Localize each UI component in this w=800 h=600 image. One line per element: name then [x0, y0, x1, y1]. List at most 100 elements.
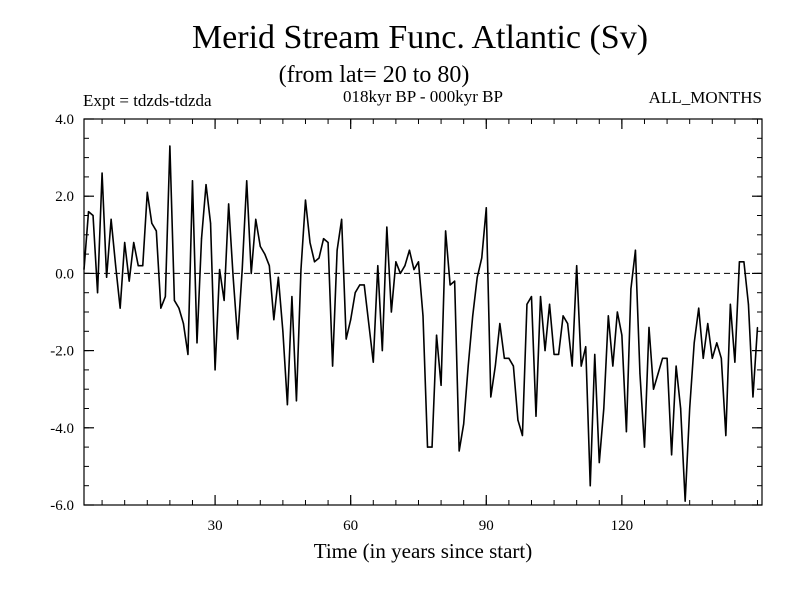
data-point — [643, 446, 646, 448]
x-axis-label: Time (in years since start) — [314, 539, 533, 563]
data-point — [648, 326, 650, 329]
data-point — [630, 288, 632, 290]
data-point — [720, 357, 722, 359]
data-point — [422, 315, 424, 317]
data-point — [250, 272, 252, 274]
data-point — [413, 268, 415, 271]
data-point — [246, 180, 248, 182]
data-point — [558, 353, 560, 356]
data-point — [390, 311, 392, 313]
data-point — [96, 292, 99, 294]
data-point — [300, 268, 302, 271]
data-point — [381, 350, 383, 352]
y-tick-label: -6.0 — [50, 498, 74, 514]
data-point — [449, 284, 451, 286]
data-point — [589, 485, 591, 487]
data-point — [454, 280, 456, 282]
data-point — [228, 203, 230, 205]
chart-title: Merid Stream Func. Atlantic (Sv) — [192, 19, 648, 56]
data-point — [612, 365, 614, 367]
data-point — [237, 338, 239, 340]
data-point — [119, 307, 121, 309]
series-group — [83, 145, 759, 502]
data-point — [571, 365, 573, 367]
data-point — [508, 357, 510, 359]
x-tick-label: 120 — [611, 518, 634, 534]
data-point — [345, 338, 347, 340]
data-point — [363, 284, 365, 286]
data-point — [160, 307, 162, 309]
data-point — [341, 218, 343, 220]
data-point — [232, 276, 234, 278]
data-point — [743, 261, 745, 263]
data-point — [725, 434, 727, 437]
data-point — [639, 373, 641, 375]
data-point — [354, 292, 356, 294]
y-tick-label: 0.0 — [55, 266, 74, 282]
x-tick-label: 30 — [208, 518, 223, 534]
data-point — [404, 265, 406, 267]
data-point — [332, 365, 334, 367]
x-axis: 30 60 90 120 — [208, 119, 634, 534]
data-point — [707, 322, 709, 325]
data-point — [738, 261, 741, 263]
data-point — [431, 446, 433, 448]
data-point — [652, 388, 655, 390]
data-point — [196, 342, 198, 344]
data-point — [408, 249, 411, 251]
data-point — [205, 184, 207, 186]
data-point — [467, 365, 469, 367]
data-point — [264, 253, 266, 255]
series-line-0 — [83, 145, 759, 502]
data-point — [562, 315, 564, 317]
data-point — [282, 330, 284, 332]
y-tick-label: 4.0 — [55, 112, 74, 128]
data-point — [494, 365, 496, 367]
data-point — [200, 238, 203, 240]
data-point — [164, 295, 166, 298]
data-point — [463, 423, 465, 425]
data-point — [756, 326, 759, 329]
data-point — [576, 265, 578, 267]
data-point — [503, 357, 505, 359]
data-point — [259, 245, 261, 247]
data-point — [106, 276, 108, 278]
data-point — [634, 249, 637, 251]
data-point — [350, 319, 352, 321]
data-point — [689, 407, 691, 410]
data-point — [426, 446, 429, 448]
data-point — [702, 357, 704, 359]
data-point — [395, 261, 397, 263]
data-point — [322, 238, 325, 240]
expt-label: Expt = tdzds-tdzda — [83, 91, 212, 110]
data-point — [752, 396, 754, 398]
x-tick-label: 90 — [479, 518, 494, 534]
data-point — [377, 265, 379, 267]
data-point — [490, 396, 492, 398]
data-point — [191, 180, 194, 182]
data-point — [295, 400, 298, 402]
data-point — [83, 268, 85, 271]
data-point — [386, 226, 388, 228]
data-point — [110, 218, 112, 220]
data-point — [440, 384, 442, 386]
data-point — [304, 199, 307, 201]
data-point — [698, 307, 700, 309]
data-point — [684, 500, 686, 502]
data-point — [142, 265, 144, 267]
data-point — [115, 265, 117, 267]
data-point — [277, 276, 279, 278]
data-point — [521, 434, 524, 437]
data-point — [128, 280, 130, 282]
data-point — [87, 211, 90, 213]
data-point — [241, 268, 243, 271]
data-point — [598, 461, 600, 464]
data-point — [621, 334, 623, 336]
data-point — [146, 191, 148, 193]
data-point — [169, 145, 171, 147]
months-label: ALL_MONTHS — [649, 88, 762, 107]
data-point — [219, 268, 221, 271]
y-tick-label: -4.0 — [50, 421, 74, 437]
data-point — [607, 315, 609, 317]
